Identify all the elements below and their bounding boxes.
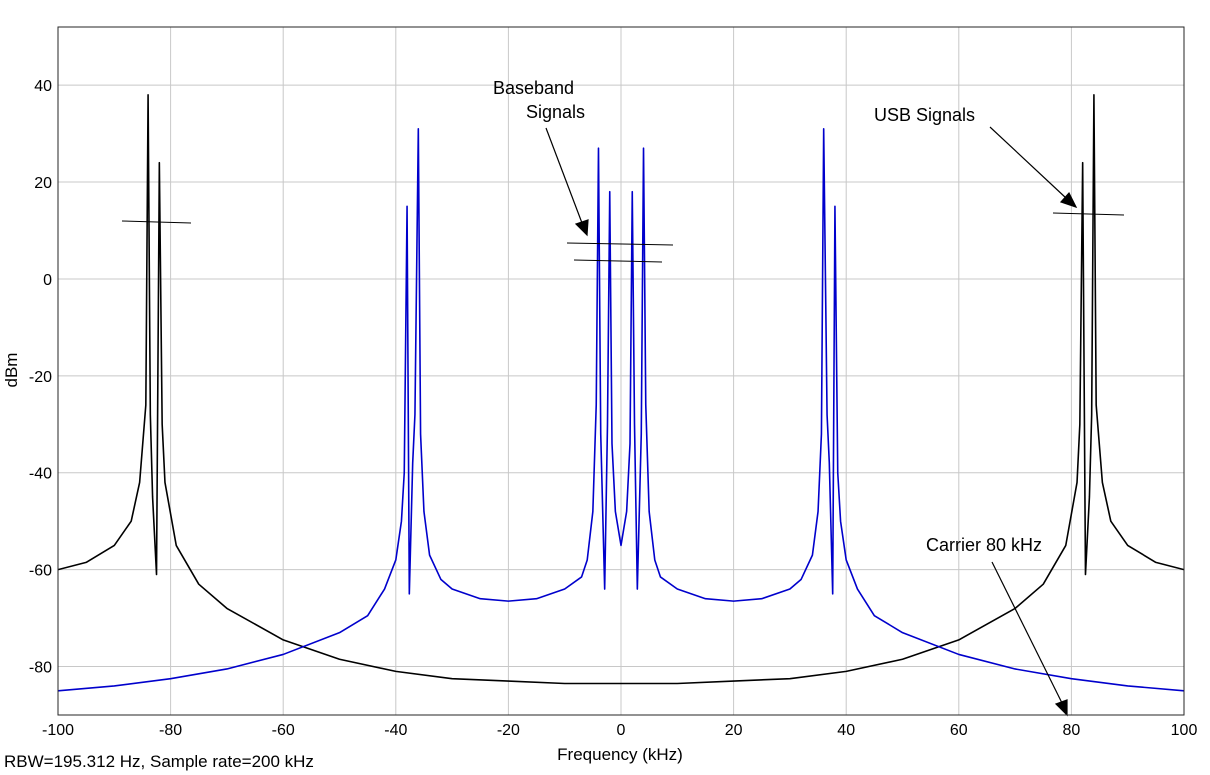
y-tick-label: -60 — [29, 563, 52, 580]
tick-labels: -100 -80 -60 -40 -20 0 20 40 60 80 100 -80 -60 -40 -20… — [29, 78, 1198, 739]
y-axis-label: dBm — [2, 353, 21, 388]
x-tick-label: -60 — [272, 722, 295, 739]
x-tick-label: -40 — [384, 722, 407, 739]
x-tick-label: 100 — [1171, 722, 1198, 739]
marker-line-baseband-upper — [566, 242, 674, 246]
annotation-markers — [121, 212, 1125, 263]
annotation-usb-signals: USB Signals — [874, 105, 975, 125]
x-tick-label: 20 — [725, 722, 743, 739]
x-tick-label: -80 — [159, 722, 182, 739]
marker-line-usb-right — [1052, 212, 1125, 216]
annotation-carrier: Carrier 80 kHz — [926, 535, 1042, 555]
carrier-arrowhead — [1054, 699, 1068, 717]
y-tick-label: -20 — [29, 369, 52, 386]
y-tick-label: 20 — [34, 175, 52, 192]
x-axis-label: Frequency (kHz) — [557, 745, 683, 764]
y-tick-label: 0 — [43, 272, 52, 289]
annotation-arrows — [545, 126, 1078, 717]
usb-arrow — [989, 126, 1067, 199]
plot-frame — [57, 26, 1185, 716]
x-tick-label: 0 — [617, 722, 626, 739]
x-tick-label: 60 — [950, 722, 968, 739]
marker-line-usb-left — [121, 220, 192, 224]
series-line-1 — [58, 127, 1184, 692]
baseband-arrow — [545, 127, 583, 224]
y-tick-label: -80 — [29, 660, 52, 677]
carrier-arrow — [991, 561, 1063, 704]
usb-arrowhead — [1059, 191, 1078, 209]
baseband-arrowhead — [574, 219, 589, 237]
footnote: RBW=195.312 Hz, Sample rate=200 kHz — [4, 752, 314, 771]
series-layer — [58, 94, 1184, 692]
series-line-0 — [58, 94, 1184, 685]
x-tick-label: 80 — [1063, 722, 1081, 739]
y-tick-label: 40 — [34, 78, 52, 95]
annotation-baseband-line2: Signals — [526, 102, 585, 122]
marker-line-baseband-lower — [573, 259, 663, 263]
x-tick-label: 40 — [837, 722, 855, 739]
x-tick-label: -20 — [497, 722, 520, 739]
y-tick-label: -40 — [29, 466, 52, 483]
annotation-baseband-line1: Baseband — [493, 78, 574, 98]
x-tick-label: -100 — [42, 722, 74, 739]
